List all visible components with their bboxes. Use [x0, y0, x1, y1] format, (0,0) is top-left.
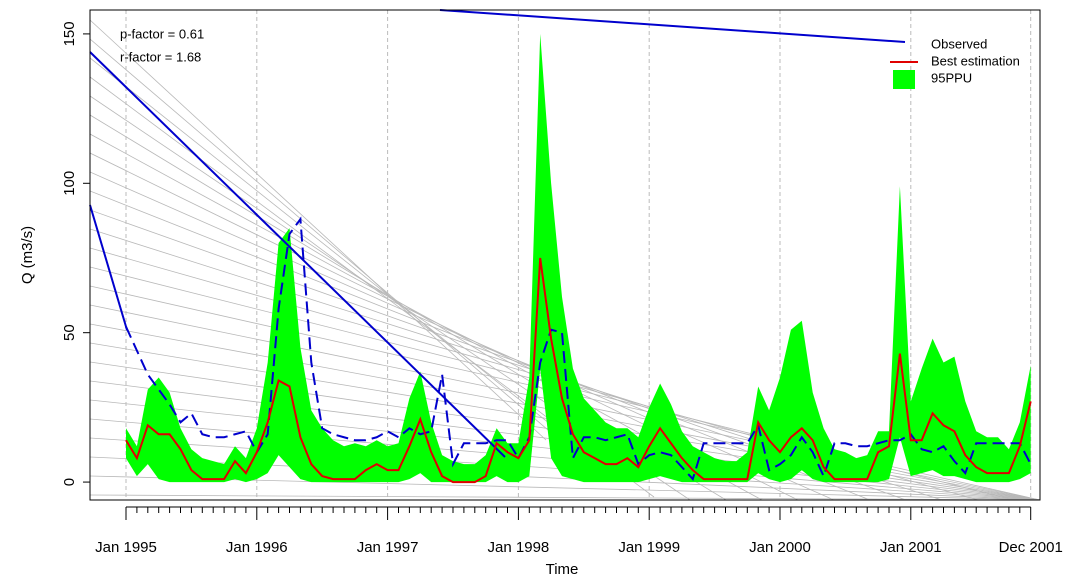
x-tick-label: Jan 1998: [488, 539, 550, 556]
legend-label: Observed: [931, 36, 987, 51]
x-tick-label: Jan 1999: [618, 539, 680, 556]
x-axis-label: Time: [546, 561, 579, 578]
series-line: [125, 216, 1032, 482]
legend-symbol: [893, 70, 915, 89]
x-tick-label: Jan 2000: [749, 539, 811, 556]
fan-line: [90, 19, 547, 441]
plot-area: [89, 9, 1032, 484]
x-tick-label: Jan 1995: [95, 539, 157, 556]
x-tick-label: Dec 2001: [999, 539, 1063, 556]
annotation: p-factor = 0.61: [120, 26, 204, 41]
legend-label: 95PPU: [931, 70, 972, 85]
annotation: r-factor = 1.68: [120, 49, 201, 64]
artifact-line: [89, 51, 506, 458]
artifact-line: [89, 204, 128, 331]
x-tick-label: Jan 1996: [226, 539, 288, 556]
y-tick-label: 50: [61, 324, 78, 341]
x-tick-label: Jan 2001: [880, 539, 942, 556]
y-tick-label: 100: [61, 171, 78, 196]
y-tick-label: 0: [61, 478, 78, 486]
fan-line: [90, 494, 1040, 500]
uncertainty-band: [126, 33, 1031, 483]
fan-line: [90, 190, 871, 500]
series-line: [125, 257, 1032, 484]
x-tick-label: Jan 1997: [357, 539, 419, 556]
legend-label: Best estimation: [931, 53, 1020, 68]
plot-frame: [89, 9, 1041, 501]
artifact-line: [439, 9, 906, 43]
grid: 0 50 100 150 Jan 1995 Jan 1996 Jan 1997 Jan 199…: [61, 10, 1063, 556]
y-tick-label: 150: [61, 21, 78, 46]
y-axis-label: Q (m3/s): [19, 226, 36, 284]
